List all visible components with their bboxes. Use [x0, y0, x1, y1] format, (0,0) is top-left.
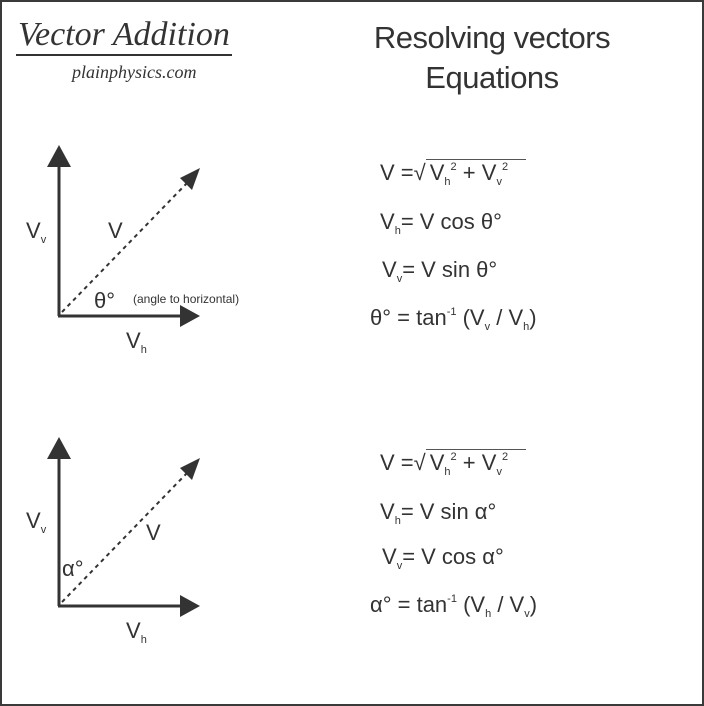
equation-magnitude-1: V =√ Vh2 + Vv2 [380, 159, 527, 188]
label-vv-1: Vv [26, 218, 47, 246]
arrowhead-right-1 [180, 305, 200, 327]
right-title-line1: Resolving vectors [373, 20, 611, 55]
equation-vv-1: Vv= V sin θ° [382, 257, 498, 285]
arrowhead-up-2 [47, 437, 71, 459]
equation-magnitude-2: V =√ Vh2 + Vv2 [380, 449, 527, 478]
label-vh-2: Vh [126, 618, 147, 646]
equation-angle-1: θ° = tan-1 (Vv / Vh) [370, 305, 537, 333]
resultant-vector-1 [61, 181, 189, 313]
label-alpha: α° [62, 556, 84, 581]
label-v-2: V [146, 520, 161, 545]
label-vh-1: Vh [126, 328, 147, 356]
equation-vv-2: Vv= V cos α° [382, 544, 504, 572]
site-name: plainphysics.com [72, 62, 197, 82]
label-vv-2: Vv [26, 508, 47, 536]
arrowhead-resultant-2 [180, 458, 200, 480]
right-title-line2: Equations [425, 60, 559, 95]
resultant-vector-2 [61, 471, 189, 603]
equation-vh-1: Vh= V cos θ° [380, 209, 502, 237]
arrowhead-resultant-1 [180, 168, 200, 190]
equation-vh-2: Vh= V sin α° [380, 499, 497, 527]
page-title: Vector Addition [16, 16, 232, 56]
equation-angle-2: α° = tan-1 (Vh / Vv) [370, 592, 538, 620]
angle-note: (angle to horizontal) [133, 292, 240, 306]
label-v-1: V [108, 218, 123, 243]
label-theta: θ° [94, 288, 116, 313]
arrowhead-right-2 [180, 595, 200, 617]
arrowhead-up-1 [47, 145, 71, 167]
